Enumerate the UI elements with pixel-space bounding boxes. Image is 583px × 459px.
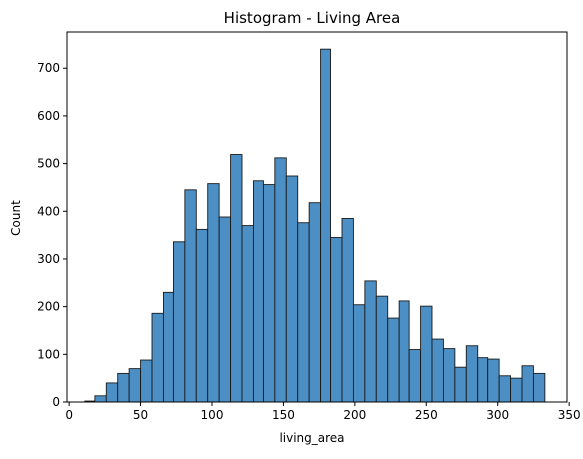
histogram-bar-7 [162, 291, 174, 403]
y-tick-label: 500 [37, 157, 60, 171]
chart-title: Histogram - Living Area [224, 9, 401, 27]
histogram-bar-6 [151, 312, 164, 403]
histogram-bar-8 [172, 241, 186, 403]
histogram-bar-35 [477, 357, 489, 403]
x-tick-label: 350 [558, 408, 581, 422]
histogram-bar-26 [375, 295, 389, 403]
histogram-bar-14 [241, 225, 254, 403]
histogram-bar-24 [352, 304, 366, 403]
histogram-bar-34 [465, 345, 479, 403]
histogram-bar-32 [442, 348, 456, 403]
y-tick-label: 300 [37, 252, 60, 266]
x-tick-label: 0 [65, 408, 73, 422]
x-tick-label: 250 [415, 408, 438, 422]
histogram-bar-21 [320, 48, 332, 403]
histogram-bar-4 [128, 368, 142, 403]
histogram-bar-36 [487, 358, 500, 403]
histogram-bar-39 [521, 365, 534, 403]
x-tick-label: 100 [201, 408, 224, 422]
histogram-bar-28 [398, 300, 410, 403]
histogram-bar-1 [94, 395, 107, 403]
bars-layer [84, 48, 546, 403]
y-axis-label: Count [9, 200, 23, 236]
histogram-bar-33 [454, 366, 467, 403]
histogram-bar-15 [252, 180, 264, 403]
histogram-bar-10 [195, 228, 209, 403]
histogram-bar-9 [184, 189, 197, 403]
histogram-bar-13 [230, 154, 243, 403]
x-axis-label: living_area [279, 431, 344, 445]
histogram-bar-31 [431, 338, 444, 403]
plot-frame [66, 31, 568, 403]
histogram-bar-40 [532, 372, 546, 403]
histogram-bar-2 [105, 382, 119, 403]
y-axis-ticks: 0 100 200 300 400 500 600 700 [37, 61, 67, 409]
histogram-bar-38 [510, 377, 523, 403]
histogram-bar-30 [420, 305, 433, 403]
histogram-bar-29 [408, 349, 422, 403]
y-tick-label: 700 [37, 61, 60, 75]
y-tick-label: 0 [52, 395, 60, 409]
histogram-bar-11 [207, 183, 220, 403]
histogram-bar-27 [387, 317, 400, 403]
x-axis-ticks: 0 50 100 150 200 250 300 350 [65, 402, 581, 422]
histogram-bar-37 [498, 375, 512, 403]
histogram-bar-22 [330, 237, 343, 403]
x-tick-label: 200 [343, 408, 366, 422]
y-tick-label: 100 [37, 347, 60, 361]
histogram-bar-17 [274, 157, 287, 403]
x-tick-label: 300 [486, 408, 509, 422]
y-tick-label: 600 [37, 109, 60, 123]
x-tick-label: 150 [272, 408, 295, 422]
histogram-bar-18 [285, 175, 299, 403]
histogram-bar-19 [297, 222, 310, 403]
histogram-bar-20 [308, 202, 322, 403]
y-tick-label: 200 [37, 300, 60, 314]
y-tick-label: 400 [37, 204, 60, 218]
x-tick-label: 50 [133, 408, 148, 422]
histogram-bar-16 [262, 184, 276, 403]
histogram-bar-23 [341, 217, 354, 403]
histogram-bar-5 [140, 359, 153, 403]
histogram-bar-3 [117, 372, 130, 403]
histogram-bar-12 [218, 216, 232, 403]
histogram-bar-25 [364, 280, 377, 403]
